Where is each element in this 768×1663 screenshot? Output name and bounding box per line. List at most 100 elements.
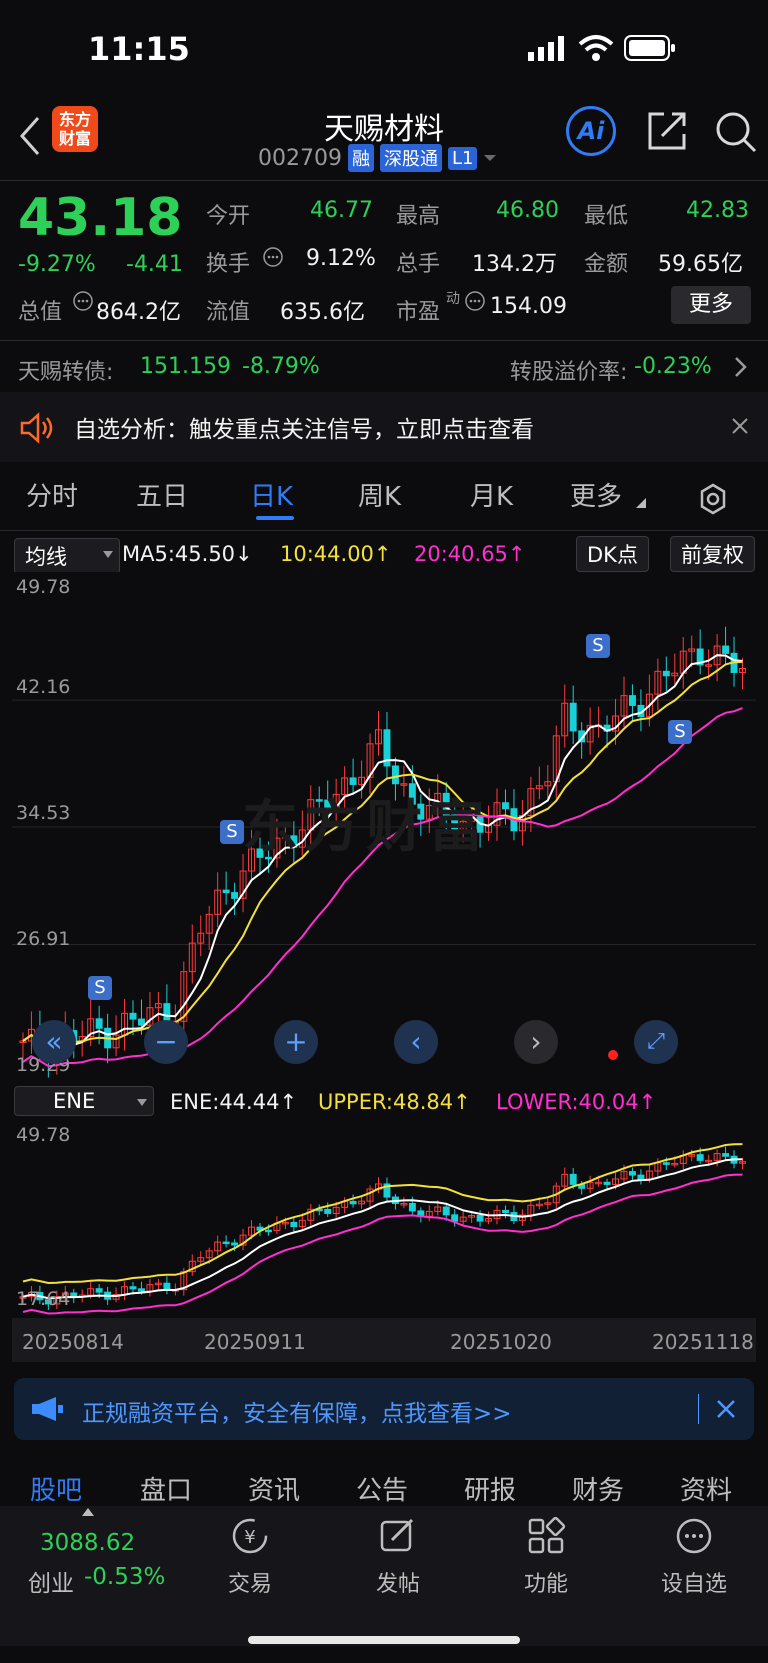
alert-bar[interactable]: 自选分析：触发重点关注信号，立即点击查看 (0, 392, 768, 462)
signal-s-marker[interactable]: S (220, 820, 244, 844)
candle-body (307, 1208, 315, 1221)
tab-news[interactable]: 资讯 (248, 1476, 301, 1506)
candle-body (671, 1162, 679, 1166)
index-change: -0.53% (84, 1564, 166, 1590)
share-icon[interactable] (646, 110, 688, 152)
premium-label: 转股溢价率: (510, 360, 628, 385)
info-icon[interactable] (262, 246, 284, 268)
candle-body (239, 870, 247, 899)
turnover-value: 9.12% (306, 246, 376, 271)
tab-research[interactable]: 研报 (464, 1476, 517, 1506)
zoom-out-button[interactable]: − (144, 1020, 188, 1064)
nav-add-watchlist[interactable]: 设自选 (634, 1516, 754, 1598)
amount-value: 59.65亿 (658, 252, 743, 277)
tab-weekly-k[interactable]: 周K (358, 482, 402, 512)
candle-body (476, 1215, 484, 1222)
signal-s-marker[interactable]: S (88, 976, 112, 1000)
current-price: 43.18 (18, 188, 183, 248)
stock-code-line[interactable]: 002709 融 深股通 L1 (258, 144, 497, 172)
candle-body (620, 1171, 628, 1180)
turnover-label: 换手 (206, 252, 251, 277)
tag-level: L1 (447, 146, 478, 170)
candle-body (739, 667, 746, 673)
close-icon[interactable] (716, 1399, 736, 1419)
candle-body (569, 702, 577, 732)
tag-connect: 深股通 (379, 144, 442, 172)
candle-body (290, 1221, 298, 1227)
tab-monthly-k[interactable]: 月K (470, 482, 514, 512)
info-icon[interactable] (464, 290, 486, 312)
signal-s-marker[interactable]: S (586, 634, 610, 658)
scroll-left-button[interactable]: ‹ (394, 1020, 438, 1064)
bottom-tabs: 股吧 盘口 资讯 公告 研报 财务 资料 (0, 1460, 768, 1506)
dk-point-button[interactable]: DK点 (576, 536, 649, 572)
fullscreen-button[interactable]: ⤢ (634, 1020, 678, 1064)
ma-select[interactable]: 均线 (14, 538, 120, 574)
tab-intraday[interactable]: 分时 (26, 482, 79, 512)
low-label: 最低 (584, 204, 629, 229)
info-icon[interactable] (72, 290, 94, 312)
kline-chart[interactable]: 东方财富 49.78 42.16 34.53 26.91 19.29 S S S… (12, 572, 756, 1078)
ai-button[interactable]: Ai (566, 106, 616, 156)
nav-trade[interactable]: ¥ 交易 (190, 1516, 310, 1598)
search-icon[interactable] (714, 110, 758, 154)
candle-body (637, 1174, 645, 1180)
gear-icon[interactable] (696, 482, 730, 516)
candle-body (358, 1200, 366, 1205)
scroll-right-button[interactable]: › (514, 1020, 558, 1064)
ene-chart[interactable]: 49.78 17.64 20250814 20250911 20251020 2… (12, 1122, 756, 1362)
caret-up-icon (82, 1508, 94, 1516)
candle-body (451, 1214, 459, 1222)
tab-more[interactable]: 更多 (570, 482, 623, 512)
candle-body (595, 1181, 603, 1185)
bond-price: 151.159 (140, 354, 231, 379)
low-value: 42.83 (686, 198, 749, 223)
scroll-left-fast-button[interactable]: « (32, 1020, 76, 1064)
tab-financials[interactable]: 财务 (572, 1476, 625, 1506)
candle-body (231, 892, 239, 899)
tab-forum[interactable]: 股吧 (30, 1476, 83, 1506)
speaker-icon (20, 412, 53, 444)
candle-body (569, 1173, 577, 1185)
index-value[interactable]: 3088.62 (40, 1530, 136, 1556)
y-label-top: 49.78 (16, 576, 71, 598)
candle-body (19, 1040, 27, 1043)
candle-body (400, 1203, 408, 1206)
close-icon[interactable] (730, 416, 750, 436)
grid-icon (528, 1516, 566, 1554)
divider (0, 340, 768, 341)
candle-body (138, 1288, 145, 1292)
y-label-3: 34.53 (16, 802, 71, 824)
svg-text:¥: ¥ (244, 1527, 255, 1548)
candle-body (408, 783, 416, 805)
candle-body (544, 781, 552, 787)
candle-body (502, 1209, 509, 1214)
back-icon[interactable] (18, 116, 42, 156)
candle-body (722, 1153, 730, 1157)
adjust-button[interactable]: 前复权 (670, 536, 755, 572)
more-button[interactable]: 更多 (671, 286, 751, 324)
alert-text: 自选分析：触发重点关注信号，立即点击查看 (74, 417, 534, 443)
nav-post[interactable]: 发帖 (338, 1516, 458, 1598)
y-label-4: 26.91 (16, 928, 71, 950)
indicator-select[interactable]: ENE (14, 1086, 154, 1116)
convertible-bond-row[interactable]: 天赐转债: 151.159 -8.79% 转股溢价率: -0.23% (0, 342, 768, 390)
corner-triangle-icon (636, 498, 646, 508)
nav-functions[interactable]: 功能 (486, 1516, 606, 1598)
tab-announcements[interactable]: 公告 (356, 1476, 409, 1506)
bond-change: -8.79% (242, 354, 320, 379)
signal-s-marker[interactable]: S (668, 720, 692, 744)
tab-five-day[interactable]: 五日 (136, 482, 189, 512)
y-label-2: 42.16 (16, 676, 71, 698)
candle-body (358, 776, 366, 785)
tab-profile[interactable]: 资料 (680, 1476, 733, 1506)
zoom-in-button[interactable]: + (274, 1020, 318, 1064)
date-label: 20251020 (450, 1330, 552, 1354)
candle-body (696, 648, 704, 666)
index-name: 创业 (28, 1571, 74, 1597)
promo-banner[interactable]: 正规融资平台，安全有保障，点我查看>> (14, 1378, 754, 1440)
candle-body (222, 1241, 230, 1245)
status-time: 11:15 (88, 30, 190, 68)
tab-orderbook[interactable]: 盘口 (140, 1476, 193, 1506)
tab-daily-k[interactable]: 日K (250, 482, 294, 512)
